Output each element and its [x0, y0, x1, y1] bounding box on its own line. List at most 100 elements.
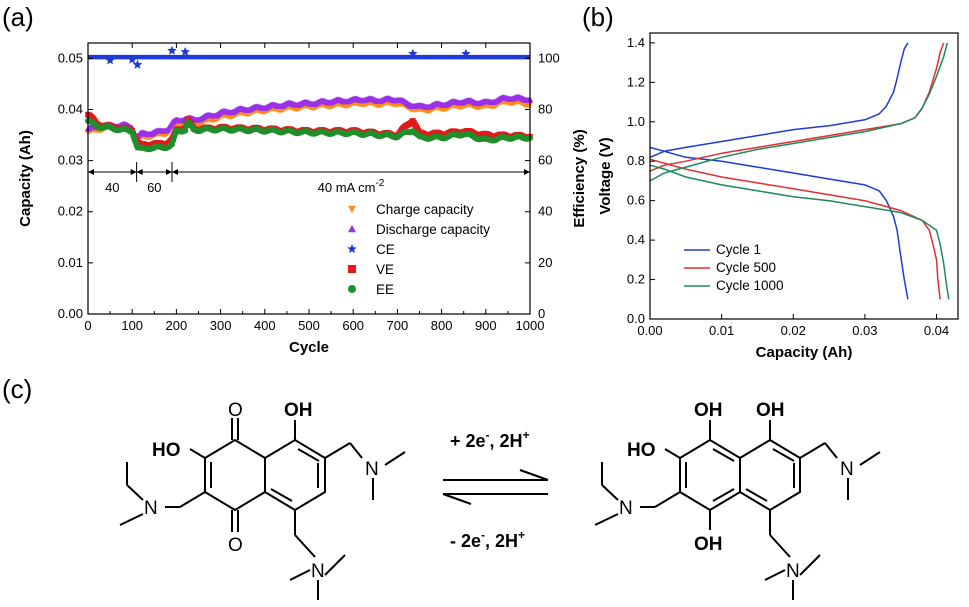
reaction-scheme: O O OH HO N N N + 2e-, 2H+ - 2e-, 2H+: [119, 400, 881, 600]
x-tick-label: 0.00: [637, 323, 662, 338]
y2-tick-label: 0: [538, 306, 545, 321]
y-tick-label: 1.2: [627, 74, 645, 89]
reactant-oh: OH: [284, 400, 313, 421]
annot-label: 60: [147, 180, 161, 195]
legend-label: Cycle 500: [716, 260, 776, 275]
x-tick-label: 400: [254, 318, 276, 333]
panel-label-c: (c): [2, 374, 32, 404]
y-tick-label: 0.05: [58, 50, 83, 65]
x-tick-label: 0.03: [852, 323, 877, 338]
y-tick-label: 0.03: [58, 153, 83, 168]
y-tick-label: 0.2: [627, 272, 645, 287]
y2-tick-label: 20: [538, 255, 552, 270]
discharge-curve: [649, 164, 950, 300]
y-tick-label: 0.6: [627, 193, 645, 208]
x-tick-label: 0.02: [781, 323, 806, 338]
x-tick-label: 900: [475, 318, 497, 333]
x-tick-label: 600: [342, 318, 364, 333]
ce-point: [167, 45, 177, 55]
reactant-o-top: O: [228, 400, 243, 421]
discharge-curve: [649, 158, 941, 300]
y-tick-label: 0.02: [58, 204, 83, 219]
y-tick-label: 0.0: [627, 311, 645, 326]
series-cycle-1000: [649, 42, 950, 300]
ce-point: [127, 54, 137, 64]
equilibrium-arrows: [442, 469, 549, 505]
x-tick-label: 500: [298, 318, 320, 333]
ce-point: [408, 48, 418, 58]
annot-label: 40 mA cm-2: [318, 178, 385, 195]
legend-label: VE: [376, 262, 394, 277]
product-oh-bottom: OH: [694, 534, 723, 555]
reactant-ho: HO: [152, 440, 181, 461]
reactant-n-bottom: N: [311, 561, 325, 582]
plot-frame: [87, 42, 531, 315]
x-tick-label: 1000: [516, 318, 545, 333]
y-tick-label: 0.00: [58, 306, 83, 321]
reactant-n-right: N: [365, 459, 379, 480]
product-molecule: [594, 420, 881, 600]
legend-marker: [348, 205, 356, 213]
legend-label: Cycle 1: [716, 242, 761, 257]
x-tick-label: 100: [121, 318, 143, 333]
x-axis-title: Cycle: [289, 339, 329, 356]
y-axis-title: Voltage (V): [597, 137, 614, 214]
plot-frame: [649, 32, 959, 320]
annot-arrow-left: [136, 169, 143, 175]
charge-curve: [649, 42, 909, 158]
annot-arrow-right: [524, 169, 530, 175]
legend-label: EE: [376, 282, 394, 297]
y-axis-title: Capacity (Ah): [17, 130, 34, 227]
legend-label: CE: [376, 242, 395, 257]
legend-label: Discharge capacity: [376, 222, 490, 237]
y2-tick-label: 100: [538, 50, 560, 65]
x-tick-label: 0.01: [709, 323, 734, 338]
annot-arrow-left: [88, 169, 94, 175]
product-ho: HO: [627, 440, 656, 461]
legend-marker: [348, 265, 356, 273]
y-tick-label: 0.4: [627, 232, 645, 247]
series-cycle-1: [649, 42, 909, 300]
annot-arrow-right: [130, 169, 137, 175]
product-oh-2: OH: [756, 400, 785, 421]
panel-label-b: (b): [582, 2, 614, 32]
legend-label: Cycle 1000: [716, 278, 784, 293]
annot-label: 40: [105, 180, 119, 195]
y2-tick-label: 40: [538, 204, 552, 219]
reactant-o-bottom: O: [228, 535, 243, 556]
annot-arrow-right: [165, 169, 172, 175]
product-oh-1: OH: [694, 400, 723, 421]
product-n-right: N: [840, 459, 854, 480]
ce-point: [461, 48, 471, 58]
chart-b: 0.00 0.01 0.02 0.03 0.04 0.0 0.2 0.4 0.6 0.8 1.0 1.…: [597, 32, 959, 361]
x-tick-label: 200: [166, 318, 188, 333]
y-tick-label: 0.04: [58, 101, 83, 116]
forward-label: + 2e-, 2H+: [450, 428, 530, 451]
y2-tick-label: 80: [538, 101, 552, 116]
series-ce: [88, 45, 530, 69]
reverse-label: - 2e-, 2H+: [450, 528, 525, 551]
ce-point: [105, 55, 115, 65]
annot-arrow-left: [171, 169, 178, 175]
series-cycle-500: [649, 42, 945, 300]
y-tick-label: 1.4: [627, 35, 645, 50]
y2-tick-label: 60: [538, 153, 552, 168]
legend-marker: [348, 225, 356, 233]
chart-a: 0 100 200 300 400 500 600 700 800 900 10000.000.01…: [17, 42, 588, 356]
y2-axis-title: Efficiency (%): [571, 129, 588, 227]
product-n-left: N: [619, 498, 633, 519]
x-tick-label: 700: [387, 318, 409, 333]
reactant-n-left: N: [144, 498, 158, 519]
legend-marker: [348, 285, 356, 293]
ce-point: [180, 46, 190, 56]
x-tick-label: 0.04: [924, 323, 949, 338]
charge-curve: [649, 42, 949, 182]
panel-label-a: (a): [2, 2, 34, 32]
reactant-molecule: [119, 418, 406, 600]
x-tick-label: 800: [431, 318, 453, 333]
x-tick-label: 0: [84, 318, 91, 333]
legend-marker: [347, 244, 357, 253]
legend-label: Charge capacity: [376, 202, 474, 217]
y-tick-label: 0.01: [58, 255, 83, 270]
